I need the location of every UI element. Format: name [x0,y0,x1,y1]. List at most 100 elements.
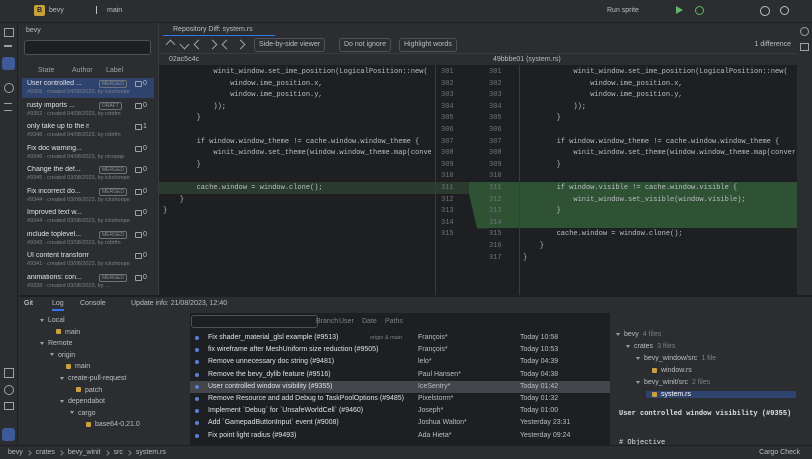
node-label: window.rs [661,367,692,374]
log-filter[interactable]: Paths [385,318,403,325]
commit-row[interactable]: Implement `Debug` for `UnsafeWorldCell` … [190,405,610,417]
pr-item[interactable]: only take up to the m... #9348 · created … [22,121,154,141]
log-filter[interactable]: Branch [316,318,339,325]
right-line-number: 312 [489,195,502,204]
breadcrumb[interactable]: src [113,449,123,456]
tree-node[interactable]: bevy 4 files [616,331,661,338]
graph-node [195,409,199,414]
log-filter[interactable]: Date [362,318,377,325]
pr-tool[interactable] [2,57,15,70]
project-name[interactable]: bevy [49,7,64,14]
run-button[interactable] [676,6,683,14]
commit-message: Fix shader_material_glsl example (#9513) [208,334,339,341]
commit-row[interactable]: Fix point light radius (#9493) Ada Hieta*… [190,430,610,442]
database[interactable] [800,43,809,51]
left-line-number: 315 [441,230,454,239]
comment-icon [135,253,142,259]
run-config[interactable]: Run sprite [607,7,639,14]
tree-node[interactable]: window.rs [646,367,692,374]
tree-node[interactable]: Local [40,317,65,324]
tree-node[interactable]: cargo [70,410,96,417]
left-line-number: 309 [441,160,454,169]
pr-item[interactable]: Fix doc warning... #9346 · created 04/08/… [22,143,154,163]
commit-row[interactable]: Add `GamepadButtonInput` event (#9008) Jo… [190,417,610,429]
terminal-tool[interactable] [4,402,14,410]
breadcrumb[interactable]: bevy_winit [67,449,101,456]
tree-node[interactable]: patch [70,387,102,394]
tree-node[interactable]: create-pull-request [60,375,126,382]
node-count: 4 files [642,331,662,338]
log-search[interactable] [191,315,318,328]
left-code-line: window.ime_position.x, [163,79,323,88]
update-info[interactable]: Update info: 21/08/2023, 12:40 [131,300,228,307]
debug-button[interactable] [695,6,704,15]
notifications[interactable] [800,27,809,36]
services-tool[interactable] [4,385,14,395]
diff-option[interactable]: Side-by-side viewer [254,38,326,52]
run-tool[interactable] [4,368,14,378]
pr-item[interactable]: animations: con... #9338 · created 03/08/… [22,272,154,292]
pr-search[interactable] [24,40,151,55]
tree-node[interactable]: main [50,329,80,336]
tree-node[interactable]: crates 3 files [626,343,675,350]
comment-icon [135,274,142,281]
node-label: cargo [78,409,96,417]
pr-filter[interactable]: Author [72,67,93,74]
log-filter[interactable]: User [339,318,354,325]
tree-node[interactable]: bevy_window/src 1 file [636,355,716,362]
pr-item[interactable]: Fix incorrect do... #9344 · created 03/08… [22,186,154,206]
commit-tool[interactable] [4,45,12,47]
commit-message: Implement `Debug` for `UnsafeWorldCell` … [208,407,364,415]
commit-row[interactable]: Remove unnecessary doc string (#9481) lel… [190,356,610,368]
commit-row[interactable]: fix wireframe after MeshUniform size red… [190,344,610,356]
git-tool[interactable] [2,428,15,441]
right-code-line: winit_window.set_theme(window.window_the… [523,149,795,158]
left-code-line: if window.window_theme != cache.window.w… [163,137,420,146]
left-line-number: 308 [441,149,454,158]
tree-node[interactable]: base64-0.21.0 [80,421,140,428]
pr-filter[interactable]: Label [106,67,124,74]
diff-tab[interactable]: Repository Diff: system.rs [163,23,275,37]
commit-row[interactable]: User controlled window visibility (#9355… [190,380,610,393]
node-label: main [75,363,91,371]
commit-row[interactable]: Remove the bevy_dylib feature (#9516) Pau… [190,369,610,381]
expand-arrow [616,332,620,336]
diff-option[interactable]: Highlight words [399,38,457,52]
tree-node[interactable]: Remote [40,340,73,347]
tree-node[interactable]: dependabot [60,398,105,405]
pr-filter[interactable]: State [38,67,55,74]
breadcrumb[interactable]: system.rs [135,449,166,456]
commit-row[interactable]: Fix shader_material_glsl example (#9513)… [190,332,610,344]
breadcrumb[interactable]: bevy [8,449,23,456]
breadcrumb[interactable]: crates [35,449,55,456]
project-tool[interactable] [4,28,14,37]
panel-tab[interactable]: Log [52,300,64,311]
commit-author: Paul Hansen* [418,370,461,378]
right-line-number: 309 [489,160,502,169]
changed-band-right [477,182,797,229]
pr-tab[interactable]: bevy [26,27,41,34]
pr-item[interactable]: rusty imports ... #9352 · created 04/08/2… [22,100,154,120]
diff-option[interactable]: Do not ignore [339,38,392,52]
search-button[interactable] [780,6,789,15]
tree-node[interactable]: system.rs [646,391,796,398]
graph-node [195,348,199,353]
pr-item[interactable]: Improved text w... #9344 · created 03/08/… [22,207,154,227]
tree-node[interactable]: origin [50,352,75,359]
commit-author: IceSentry* [418,382,451,390]
structure-tool[interactable] [4,83,14,93]
tree-node[interactable]: bevy_winit/src 2 files [636,379,710,386]
panel-tab[interactable]: Console [80,300,106,307]
branch-name[interactable]: main [107,7,123,14]
commit-row[interactable]: Remove Resource and add Debug to TaskPoo… [190,393,610,405]
pr-item[interactable]: include toplevel... #9343 · created 03/08… [22,229,154,249]
node-icon [652,391,657,397]
comment-icon [135,210,142,216]
pr-item[interactable]: UI content transform #9341 · created 03/0… [22,250,154,270]
settings-button[interactable] [760,6,770,16]
pr-item[interactable]: Change the def... #9345 · created 03/08/2… [22,164,154,184]
more-tool[interactable] [4,103,12,111]
pr-item[interactable]: User controlled ... #9355 · created 04/08… [22,78,154,98]
tree-node[interactable]: main [60,363,90,370]
tool-title: Git [24,300,33,307]
